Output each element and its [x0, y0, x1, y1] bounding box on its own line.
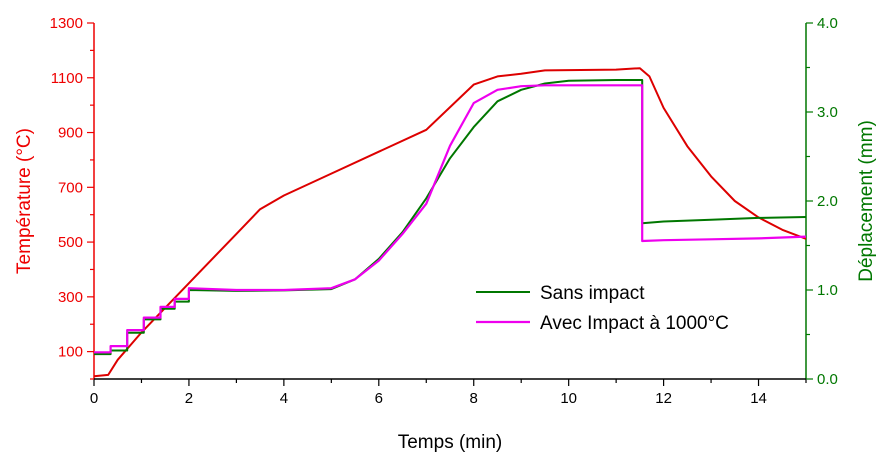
legend: Sans impact Avec Impact à 1000°C	[476, 283, 729, 334]
series-line-avec-impact-1000-c	[94, 84, 807, 354]
left-tick-label: 1300	[50, 15, 83, 32]
left-tick-label: 300	[58, 289, 83, 306]
left-tick-label: 1100	[51, 70, 83, 87]
right-tick-label: 2.0	[817, 193, 838, 210]
left-tick-label: 100	[58, 344, 83, 361]
x-axis-ticks: 0 2 4 6 8 10 12 14	[90, 379, 807, 407]
x-tick-label: 14	[750, 390, 767, 407]
left-tick-label: 900	[58, 125, 83, 142]
x-tick-label: 0	[90, 390, 98, 407]
right-tick-label: 1.0	[817, 282, 838, 299]
x-tick-label: 10	[560, 390, 577, 407]
left-axis-ticks: 100 300 500 700 900 1100 1300	[50, 15, 94, 380]
right-axis-title: Déplacement (mm)	[856, 120, 877, 282]
right-axis-ticks: 0.0 1.0 2.0 3.0 4.0	[806, 15, 838, 388]
right-tick-label: 3.0	[817, 104, 838, 121]
x-tick-label: 12	[655, 390, 672, 407]
x-tick-label: 4	[280, 390, 288, 407]
series-line-temperature	[93, 67, 807, 378]
left-axis-title: Température (°C)	[14, 128, 35, 274]
left-tick-label: 500	[58, 234, 83, 251]
left-tick-label: 700	[58, 179, 83, 196]
x-axis-title: Temps (min)	[398, 432, 503, 453]
legend-label-avec-impact: Avec Impact à 1000°C	[540, 313, 729, 334]
right-tick-label: 4.0	[817, 15, 838, 32]
x-tick-label: 8	[470, 390, 478, 407]
x-tick-label: 2	[185, 390, 193, 407]
legend-label-sans-impact: Sans impact	[540, 283, 645, 304]
x-tick-label: 6	[375, 390, 383, 407]
right-tick-label: 0.0	[817, 371, 838, 388]
series-layer	[93, 67, 807, 378]
